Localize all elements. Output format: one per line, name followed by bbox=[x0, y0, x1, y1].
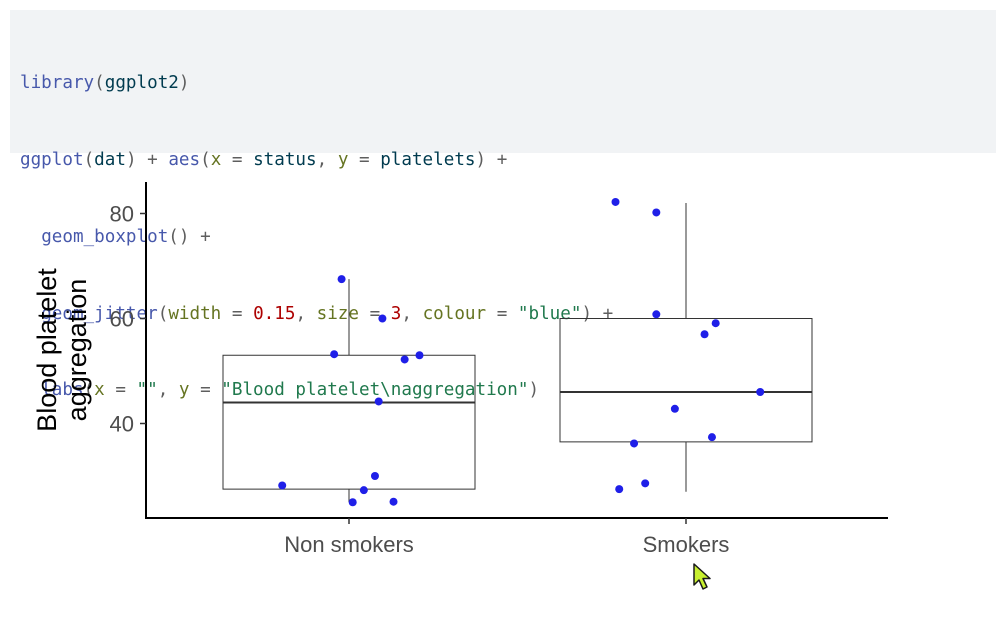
data-point bbox=[652, 310, 661, 319]
code-token: + bbox=[496, 149, 508, 170]
code-line-1: library(ggplot2) bbox=[20, 71, 996, 97]
data-point bbox=[370, 472, 379, 480]
code-token: colour bbox=[422, 303, 487, 324]
box-iqr bbox=[222, 354, 476, 490]
code-token: platelets bbox=[380, 149, 476, 170]
y-axis-title-line: Blood platelet bbox=[32, 268, 62, 432]
code-token: = bbox=[221, 149, 254, 170]
code-token: y bbox=[178, 380, 190, 401]
data-point bbox=[630, 439, 639, 448]
code-line-3: geom_boxplot() + bbox=[20, 225, 996, 251]
code-token: width bbox=[168, 303, 222, 324]
code-token: + bbox=[200, 226, 211, 247]
code-token: = bbox=[486, 303, 518, 324]
code-token: 3 bbox=[390, 303, 402, 324]
code-token: ) bbox=[125, 149, 148, 170]
code-token: ) bbox=[528, 380, 540, 401]
code-token: ( bbox=[157, 303, 169, 324]
y-tick-label: 80 bbox=[110, 202, 134, 227]
data-point bbox=[707, 433, 716, 442]
code-block: library(ggplot2) ggplot(dat) + aes(x = s… bbox=[10, 10, 996, 400]
code-token: = bbox=[189, 380, 222, 401]
y-axis-title-line: aggregation bbox=[62, 279, 92, 422]
data-point bbox=[278, 481, 287, 490]
y-axis-title: Blood platelet aggregation bbox=[32, 268, 92, 432]
code-token: aes bbox=[168, 149, 201, 170]
code-line-4: geom_jitter(width = 0.15, size = 3, colo… bbox=[20, 302, 996, 328]
code-token: ( bbox=[83, 380, 95, 401]
code-token: ( bbox=[94, 73, 105, 94]
boxplot-chart: 40 60 80 Non smokers Smokers Blood platelet ag… bbox=[32, 182, 888, 558]
data-point bbox=[400, 355, 409, 364]
code-token: "" bbox=[136, 380, 158, 401]
data-point bbox=[378, 314, 387, 323]
data-point bbox=[374, 397, 383, 406]
data-point bbox=[756, 388, 765, 396]
x-tick-label: Smokers bbox=[643, 532, 730, 557]
code-token: x bbox=[210, 149, 222, 170]
code-token: = bbox=[221, 303, 254, 324]
plot-area bbox=[222, 197, 813, 507]
code-token: , bbox=[316, 149, 338, 170]
box-iqr bbox=[559, 318, 813, 443]
data-point bbox=[711, 319, 720, 328]
code-token: "Blood platelet\naggregation" bbox=[221, 380, 529, 401]
code-token: ) bbox=[178, 73, 190, 94]
code-token: = bbox=[348, 149, 381, 170]
code-token: ggplot bbox=[20, 149, 84, 170]
code-token: dat bbox=[94, 149, 126, 170]
code-token: labs bbox=[41, 380, 84, 401]
code-token: size bbox=[316, 303, 359, 324]
data-point bbox=[652, 208, 661, 217]
code-token: () bbox=[168, 226, 201, 247]
code-token: + bbox=[602, 303, 614, 324]
code-token: library bbox=[20, 73, 95, 94]
code-line-2: ggplot(dat) + aes(x = status, y = platel… bbox=[20, 148, 996, 174]
code-token: , bbox=[401, 303, 423, 324]
code-token: ggplot2 bbox=[104, 73, 179, 94]
code-token: = bbox=[359, 303, 391, 324]
code-token: = bbox=[104, 380, 137, 401]
code-token: , bbox=[157, 380, 179, 401]
data-point bbox=[615, 485, 624, 494]
x-tick-label: Non smokers bbox=[284, 532, 414, 557]
data-point bbox=[330, 350, 339, 359]
axes bbox=[140, 182, 888, 524]
data-point bbox=[389, 497, 398, 506]
data-point bbox=[670, 404, 679, 413]
data-point bbox=[611, 197, 620, 206]
y-tick-label: 40 bbox=[110, 412, 134, 437]
data-point bbox=[641, 479, 650, 488]
data-point bbox=[700, 330, 709, 339]
data-point bbox=[337, 275, 346, 284]
y-tick-label: 60 bbox=[110, 307, 134, 332]
mouse-pointer-icon bbox=[693, 563, 711, 590]
data-point bbox=[415, 351, 424, 360]
code-token: ( bbox=[200, 149, 211, 170]
code-token: ) bbox=[475, 149, 497, 170]
code-token: x bbox=[94, 380, 105, 401]
code-token: , bbox=[295, 303, 317, 324]
data-point bbox=[359, 486, 368, 495]
code-token: y bbox=[337, 149, 349, 170]
code-token: geom_jitter bbox=[41, 303, 158, 324]
code-line-5: labs(x = "", y = "Blood platelet\naggreg… bbox=[20, 378, 996, 404]
code-token: + bbox=[147, 149, 169, 170]
code-token: ( bbox=[83, 149, 95, 170]
axis-text: 40 60 80 Non smokers Smokers Blood platelet ag… bbox=[32, 202, 729, 558]
data-point bbox=[348, 498, 357, 507]
code-token: 0.15 bbox=[253, 303, 296, 324]
code-token: status bbox=[253, 149, 317, 170]
code-token: ) bbox=[581, 303, 603, 324]
code-token: geom_boxplot bbox=[41, 226, 169, 247]
